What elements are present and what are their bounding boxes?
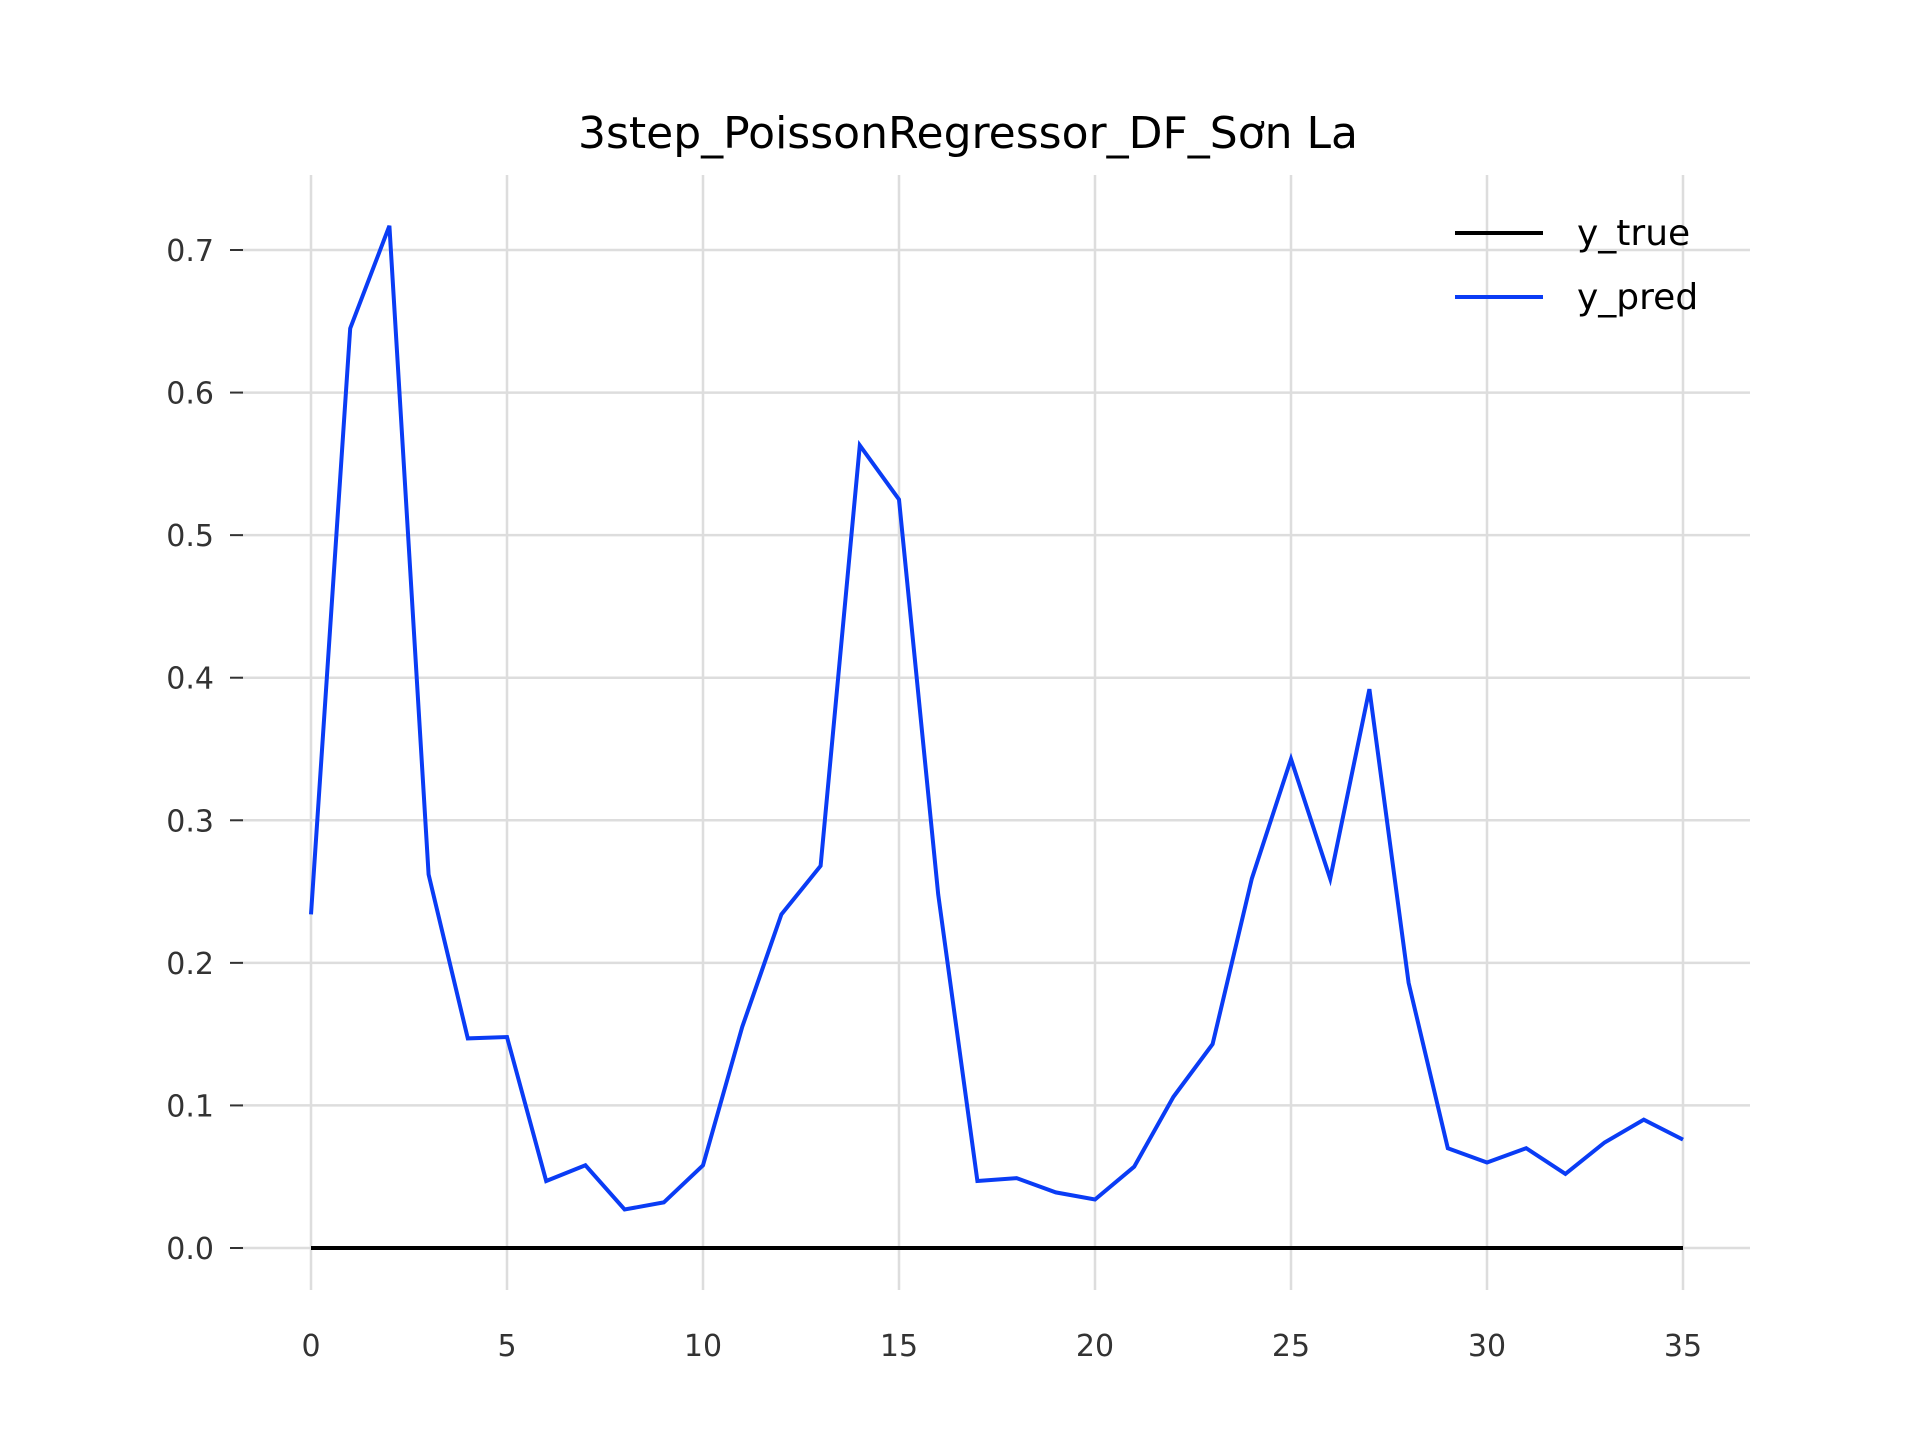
grid xyxy=(240,175,1750,1290)
x-tick-label: 25 xyxy=(1272,1329,1310,1364)
legend: y_true y_pred xyxy=(1455,213,1698,318)
x-tick-label: 35 xyxy=(1664,1329,1702,1364)
y-tick-label: 0.3 xyxy=(166,804,214,839)
legend-label: y_true xyxy=(1577,213,1690,254)
x-tick-label: 15 xyxy=(880,1329,918,1364)
chart-title: 3step_PoissonRegressor_DF_Sơn La xyxy=(578,108,1358,159)
y-tick-label: 0.6 xyxy=(166,377,214,412)
x-tick-label: 10 xyxy=(684,1329,722,1364)
legend-label: y_pred xyxy=(1577,277,1698,318)
x-tick-label: 30 xyxy=(1468,1329,1506,1364)
series-line-y-pred xyxy=(309,225,1684,1212)
y-tick-label: 0.5 xyxy=(166,519,214,554)
x-tick-label: 5 xyxy=(497,1329,516,1364)
x-tick-label: 0 xyxy=(301,1329,320,1364)
axes: 0 5 10 15 20 25 30 35 0.0 0.1 0.2 0.3 0.4 0.5 0.6 0.7 xyxy=(166,234,1702,1364)
y-tick-label: 0.4 xyxy=(166,662,214,697)
y-tick-label: 0.7 xyxy=(166,234,214,269)
y-tick-label: 0.1 xyxy=(166,1089,214,1124)
y-tick-label: 0.0 xyxy=(166,1232,214,1267)
series-lines xyxy=(309,225,1684,1250)
x-tick-label: 20 xyxy=(1076,1329,1114,1364)
y-tick-label: 0.2 xyxy=(166,947,214,982)
